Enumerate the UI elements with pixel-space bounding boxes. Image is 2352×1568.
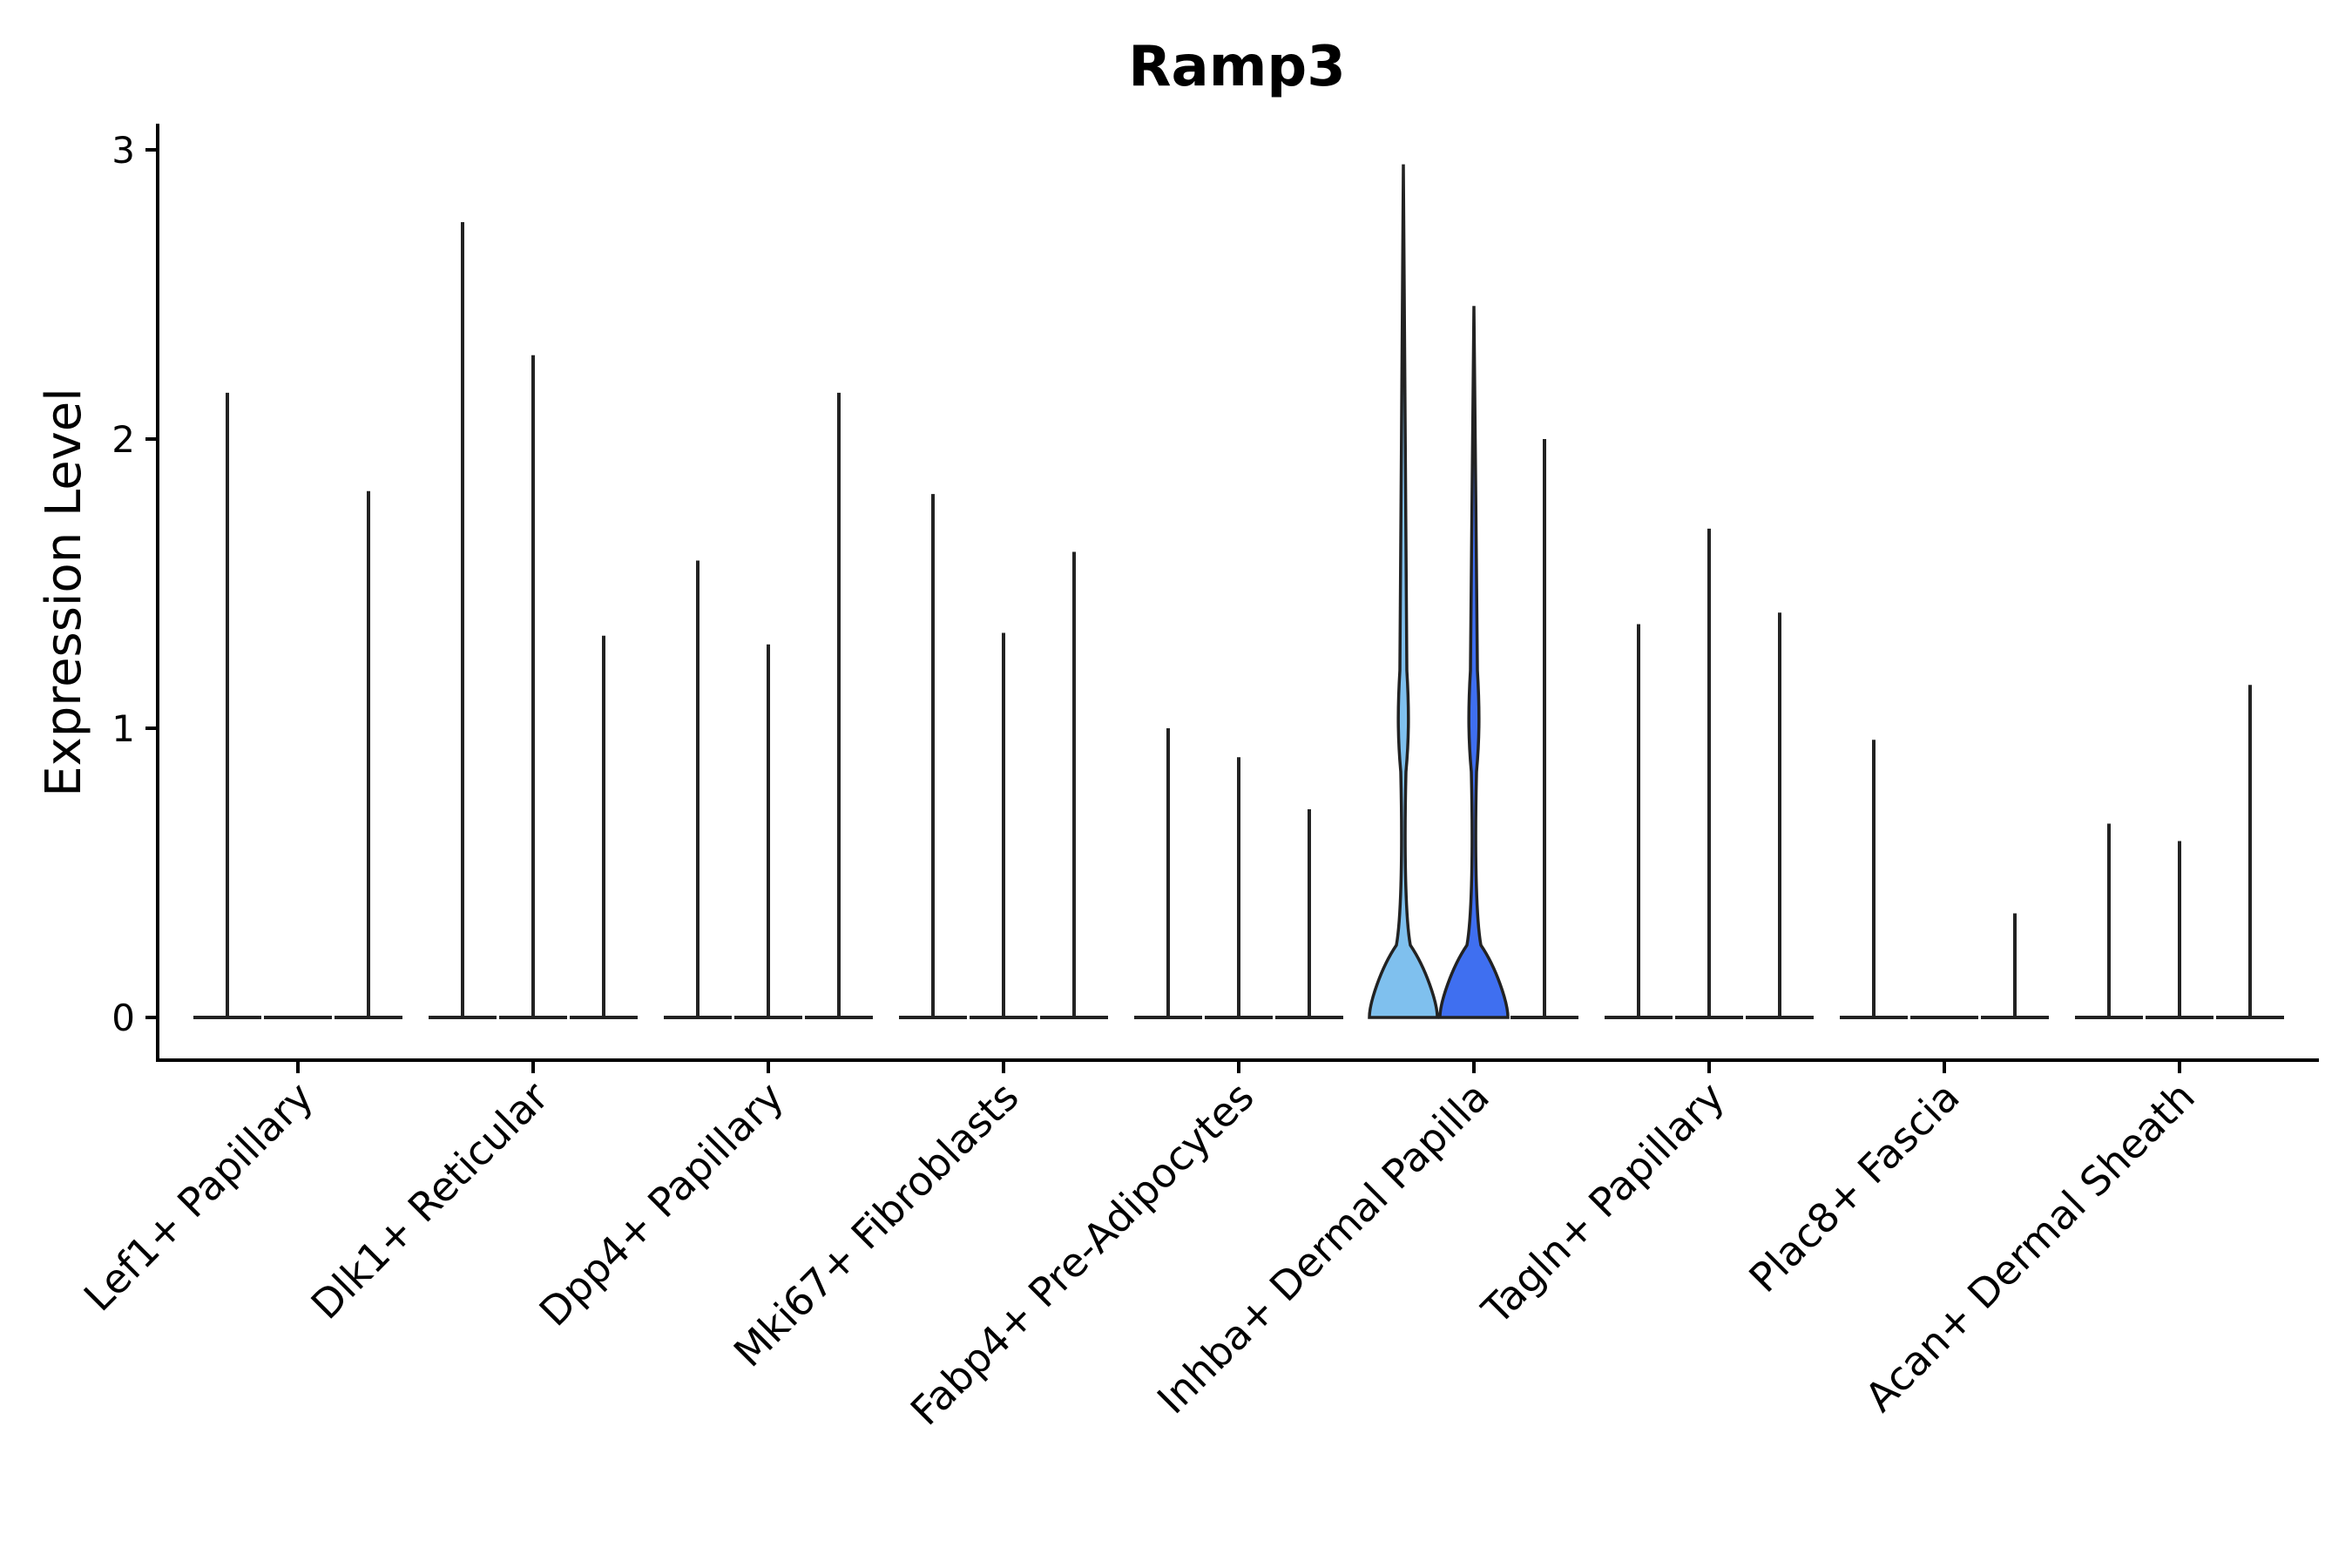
x-tick-label: Lef1+ Papillary xyxy=(75,1073,322,1321)
y-tick-label: 0 xyxy=(112,997,135,1039)
violin-group xyxy=(1368,164,1439,1019)
violin-group xyxy=(970,632,1037,1019)
violin-group xyxy=(1840,740,1908,1019)
violin-group xyxy=(1511,439,1578,1019)
violin-group xyxy=(2216,685,2284,1019)
violin-group xyxy=(335,490,402,1019)
violin-group xyxy=(1675,528,1743,1019)
x-tick-label: Dpp4+ Papillary xyxy=(531,1073,793,1335)
violin-group xyxy=(1040,551,1108,1019)
violin-group xyxy=(570,635,638,1019)
y-tick-label: 2 xyxy=(112,418,135,461)
violin-group xyxy=(193,392,261,1019)
x-tick-label: Plac8+ Fascia xyxy=(1740,1073,1968,1301)
y-tick-label: 3 xyxy=(112,129,135,172)
violin-group xyxy=(899,494,967,1019)
violin-layer xyxy=(193,164,2284,1019)
y-ticks: 0 1 2 3 xyxy=(112,129,158,1039)
violin-group xyxy=(429,222,497,1019)
violin-group xyxy=(734,644,802,1019)
violin-group xyxy=(664,560,732,1019)
violin-body xyxy=(1368,164,1439,1019)
violin-group xyxy=(1981,913,2049,1019)
violin-group xyxy=(1134,728,1202,1019)
x-tick-label: Tagln+ Papillary xyxy=(1472,1073,1734,1335)
violin-group xyxy=(1746,612,1814,1019)
chart-title: Ramp3 xyxy=(1128,35,1346,99)
violin-group xyxy=(1438,306,1510,1019)
violin-group xyxy=(499,355,567,1019)
violin-group xyxy=(1205,757,1273,1019)
violin-group xyxy=(1275,808,1343,1019)
x-tick-label: Dlk1+ Reticular xyxy=(302,1073,558,1328)
violin-body xyxy=(1438,306,1510,1019)
violin-group xyxy=(2146,841,2213,1019)
y-axis-label: Expression Level xyxy=(36,388,92,797)
violin-group xyxy=(2075,823,2143,1019)
violin-group xyxy=(1605,624,1673,1019)
y-tick-label: 1 xyxy=(112,707,135,750)
violin-group xyxy=(805,392,873,1019)
